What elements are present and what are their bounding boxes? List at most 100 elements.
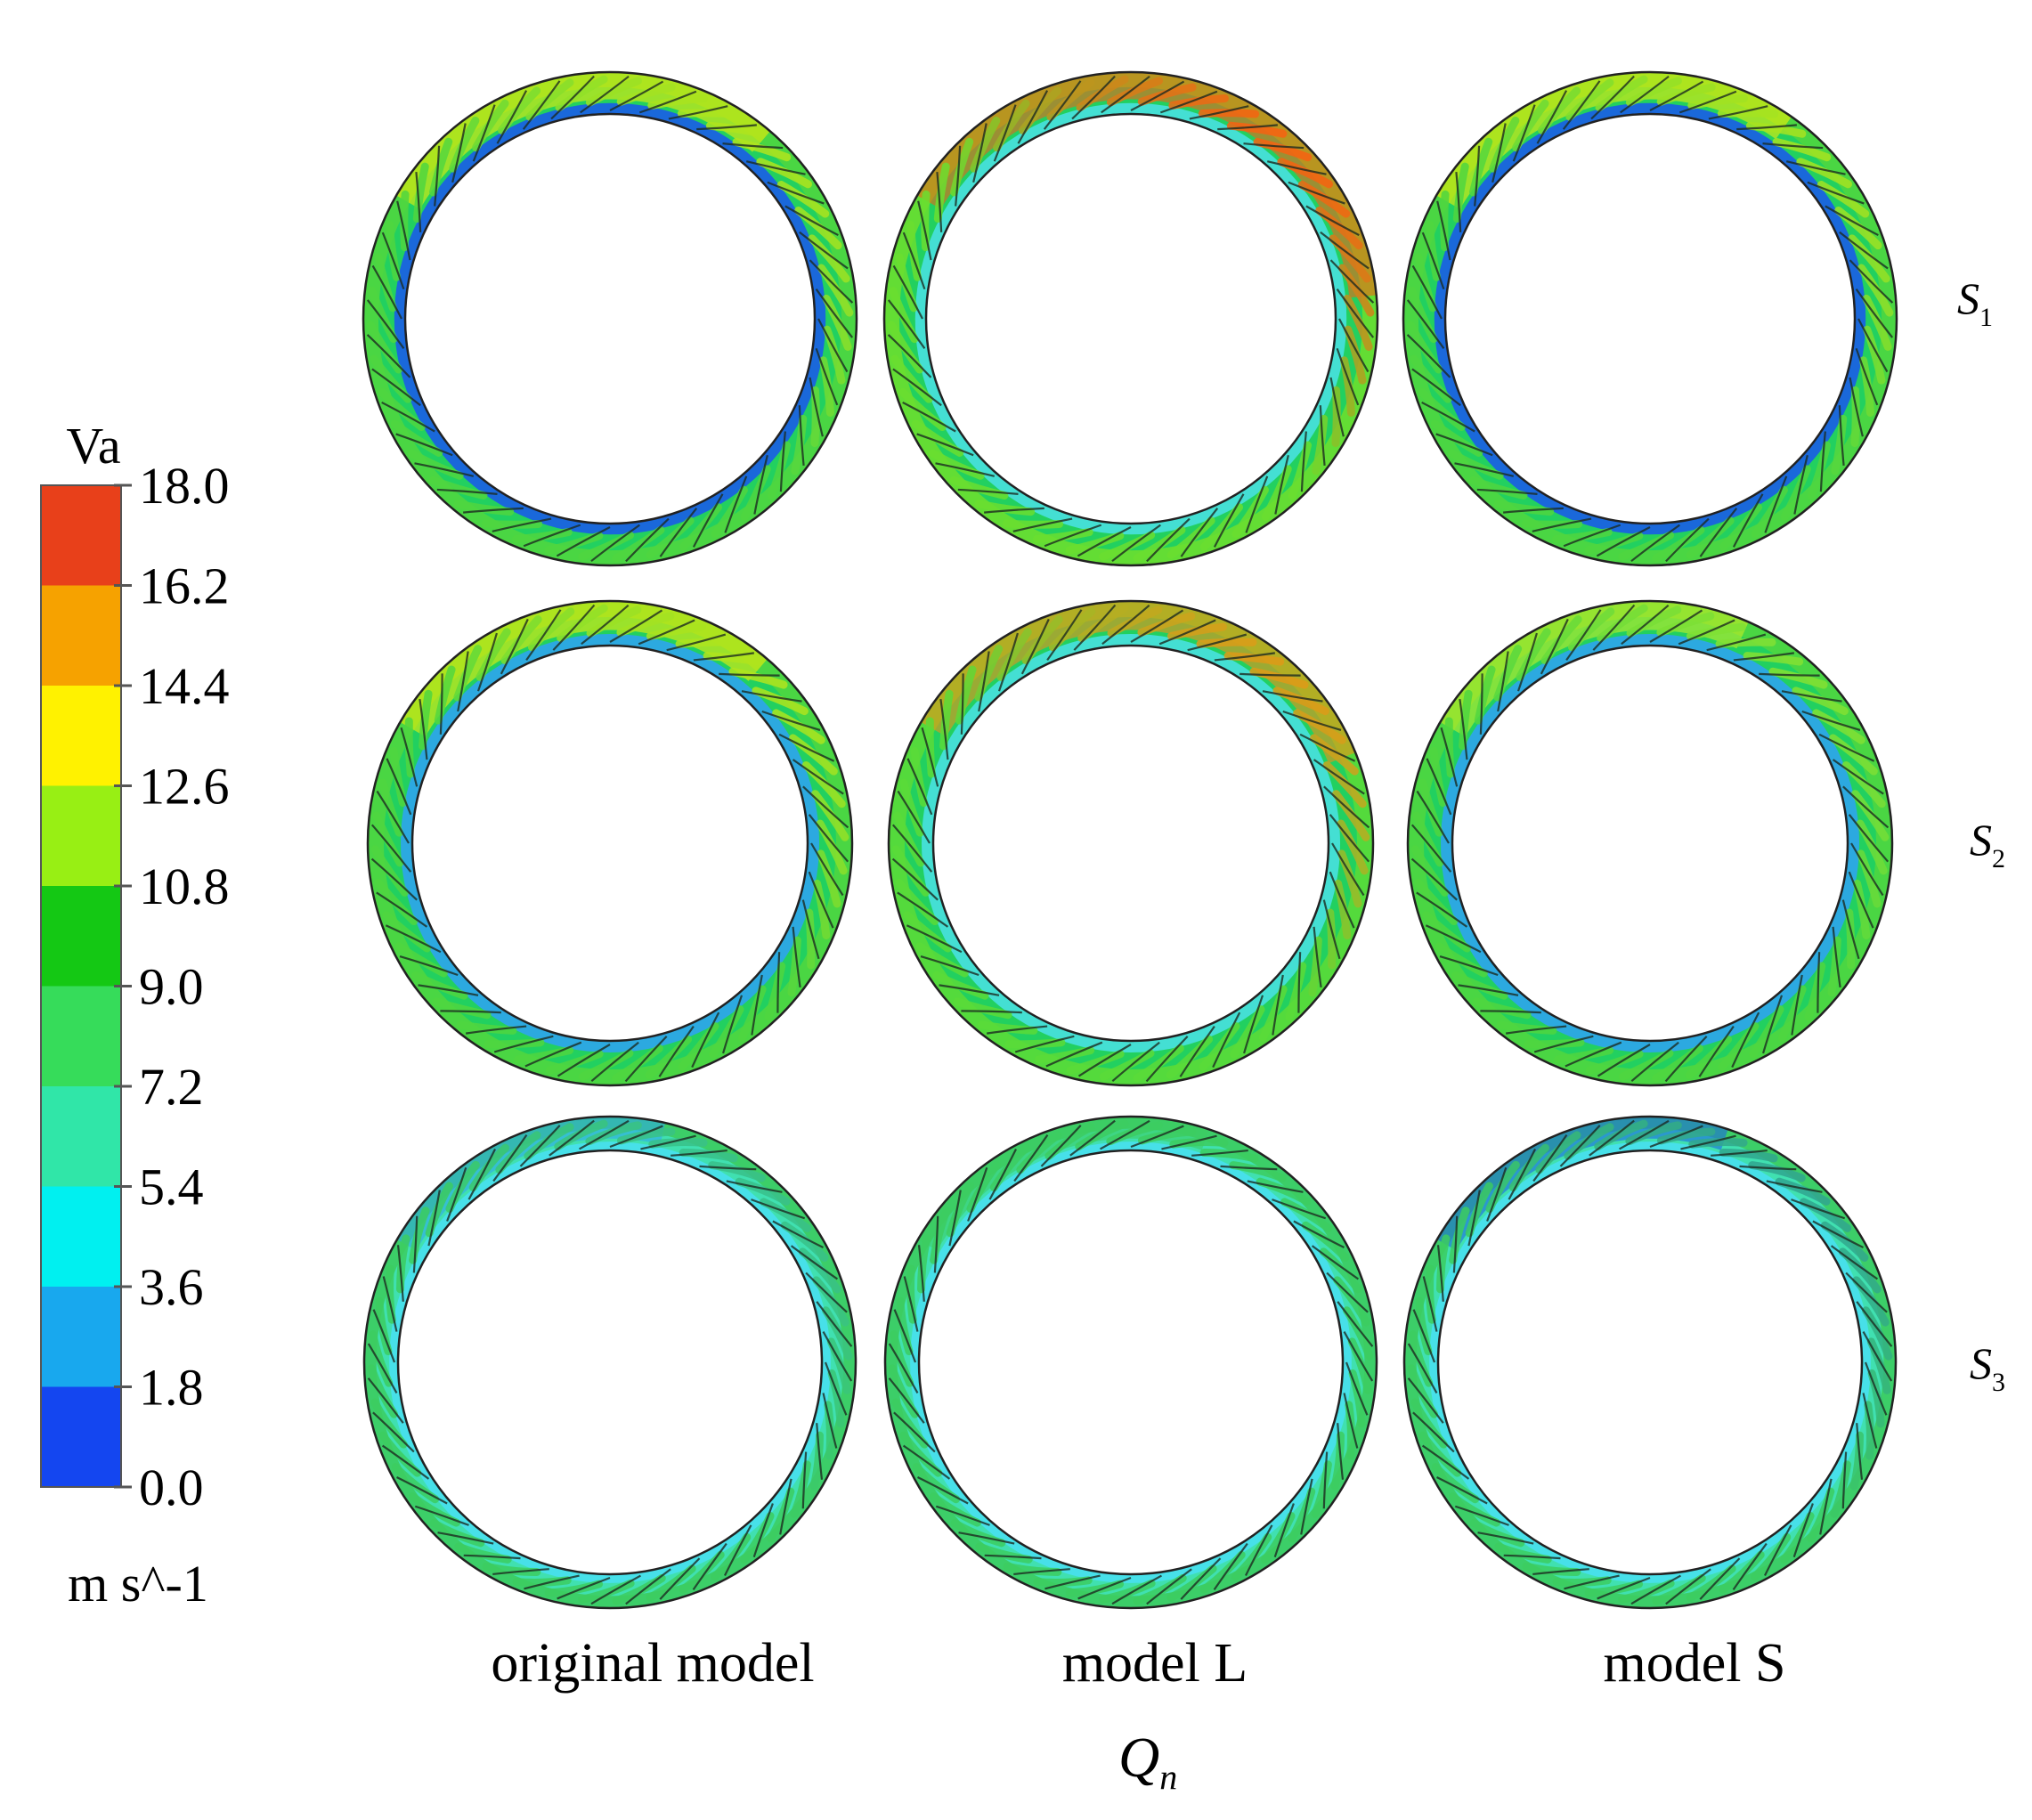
velocity-streak: [1426, 221, 1441, 281]
velocity-streak: [1249, 667, 1309, 689]
ring-inner-edge: [1443, 112, 1857, 525]
velocity-streak: [514, 1046, 574, 1064]
velocity-streak: [946, 1182, 974, 1238]
velocity-streak: [808, 234, 850, 283]
ring-inner-edge: [931, 644, 1330, 1043]
velocity-streak: [737, 985, 767, 1042]
velocity-streak: [1584, 532, 1644, 555]
velocity-streak: [1838, 1247, 1882, 1294]
blade-line: [967, 1166, 988, 1222]
velocity-streak: [646, 622, 706, 640]
blade-line: [1855, 288, 1894, 338]
blade-line: [1857, 318, 1889, 373]
velocity-streak: [497, 86, 541, 134]
velocity-streak: [1552, 528, 1613, 543]
velocity-streak: [895, 878, 939, 926]
colorbar-unit-label: m s^-1: [68, 1555, 208, 1613]
velocity-streak: [1199, 1022, 1240, 1071]
velocity-streak: [428, 475, 488, 500]
velocity-streak: [482, 1562, 541, 1576]
blade-line: [1791, 974, 1803, 1036]
velocity-streak: [1301, 1221, 1350, 1262]
velocity-streak: [1656, 612, 1715, 637]
velocity-streak: [544, 532, 604, 555]
blade-line: [1454, 462, 1515, 477]
velocity-streak: [1133, 1574, 1187, 1605]
velocity-streak: [709, 1005, 744, 1059]
blade-line: [1732, 1542, 1768, 1591]
blade-line: [1272, 974, 1284, 1036]
velocity-streak: [1065, 532, 1125, 555]
velocity-streak: [1516, 628, 1551, 681]
blade-line: [1467, 1190, 1481, 1247]
velocity-streak: [950, 137, 974, 197]
contour-panel: [1402, 1115, 1898, 1610]
velocity-streak: [1493, 500, 1555, 516]
velocity-streak: [1812, 709, 1865, 744]
velocity-streak: [1827, 936, 1841, 997]
blade-line: [1300, 431, 1307, 492]
blade-line: [1320, 231, 1370, 270]
velocity-streak: [790, 1460, 811, 1518]
blade-line: [984, 507, 1044, 514]
velocity-streak: [1326, 908, 1337, 970]
velocity-streak: [812, 1276, 849, 1327]
velocity-streak: [899, 778, 924, 837]
blade-line: [1273, 1503, 1295, 1558]
blade-line: [723, 1524, 752, 1576]
blade-line: [1100, 1119, 1150, 1150]
blade-line: [1299, 733, 1356, 762]
velocity-streak: [893, 811, 925, 867]
blade-line: [395, 433, 453, 457]
velocity-streak: [1231, 1532, 1272, 1581]
velocity-streak: [1106, 1121, 1163, 1146]
velocity-streak: [1337, 819, 1369, 875]
blade-line: [1708, 105, 1768, 120]
blade-line: [972, 123, 988, 183]
blade-line: [1476, 488, 1538, 495]
velocity-streak: [370, 845, 410, 897]
blade-line: [753, 454, 768, 515]
velocity-streak: [1618, 531, 1675, 561]
velocity-streak: [932, 971, 989, 1000]
velocity-streak: [1415, 1296, 1433, 1356]
contour-panels: [362, 70, 1898, 1610]
blade-line: [986, 1025, 1048, 1035]
blade-line: [772, 1220, 824, 1249]
velocity-streak: [891, 845, 931, 897]
velocity-streak: [366, 321, 403, 374]
blade-line: [722, 995, 744, 1054]
blade-line: [1630, 524, 1680, 563]
blade-line: [1480, 1010, 1541, 1014]
velocity-streak: [1540, 615, 1582, 664]
blade-line: [948, 1190, 962, 1247]
blade-line: [1243, 142, 1305, 150]
velocity-streak: [728, 667, 788, 689]
blade-line: [892, 264, 923, 320]
blade-line: [958, 1532, 1015, 1545]
velocity-streak: [1418, 778, 1443, 837]
blade-line: [1455, 172, 1462, 232]
blade-line: [1247, 1180, 1304, 1193]
blade-line: [799, 231, 849, 270]
velocity-streak: [906, 221, 922, 281]
blade-line: [1597, 1044, 1651, 1077]
velocity-streak: [586, 605, 642, 638]
blade-line: [399, 955, 459, 977]
blade-line: [396, 1245, 404, 1302]
blade-line: [440, 1010, 501, 1014]
velocity-streak: [1199, 1149, 1259, 1163]
velocity-streak: [1850, 386, 1860, 448]
velocity-streak: [1293, 709, 1346, 744]
velocity-streak: [472, 99, 509, 152]
blade-line: [1161, 1134, 1217, 1150]
blade-line: [824, 1361, 848, 1416]
velocity-streak: [711, 485, 748, 539]
blade-line: [816, 1423, 824, 1480]
blade-line: [815, 347, 839, 406]
velocity-streak: [1749, 1005, 1784, 1059]
velocity-streak: [752, 687, 809, 716]
velocity-streak: [703, 652, 764, 666]
blade-line: [590, 1574, 641, 1605]
velocity-streak: [996, 628, 1032, 681]
